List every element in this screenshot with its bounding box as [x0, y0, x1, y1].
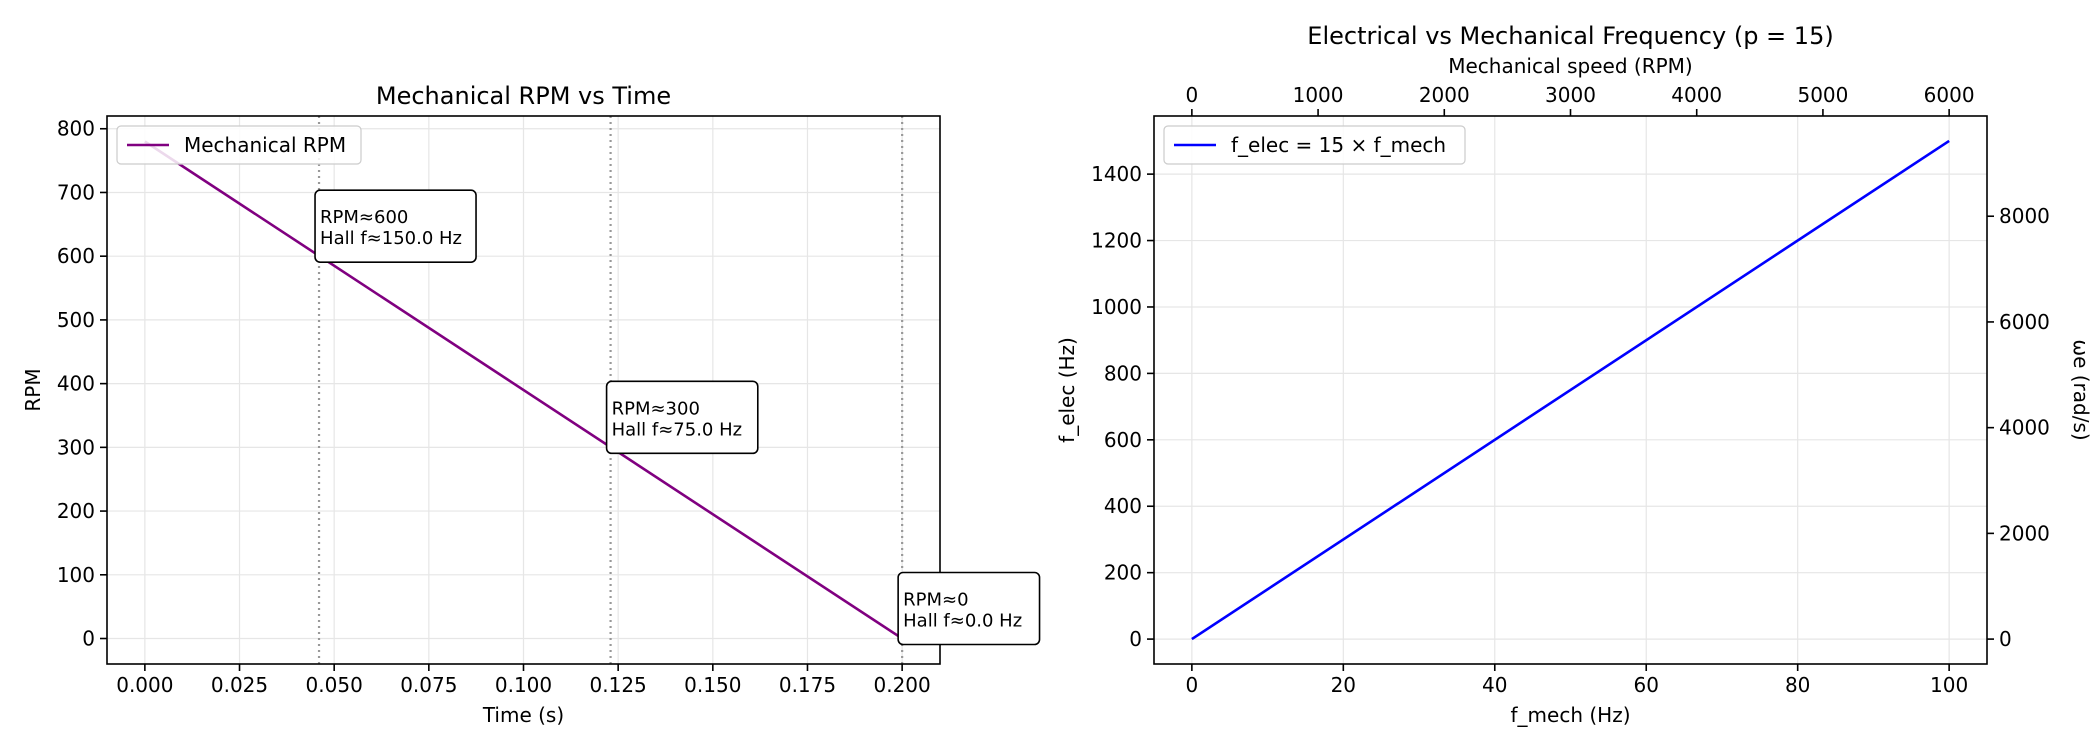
frequency-chart-y-tick-label: 200	[1104, 561, 1142, 585]
frequency-chart-x-tick-label: 40	[1482, 673, 1507, 697]
frequency-chart-top-x-tick-label: 1000	[1293, 83, 1344, 107]
rpm-annotation-text: RPM≈300	[612, 398, 700, 419]
frequency-chart-legend-box	[1163, 125, 1466, 165]
rpm-chart-y-tick-label: 0	[82, 627, 95, 651]
frequency-chart-x-tick-label: 100	[1930, 673, 1968, 697]
rpm-chart-y-tick-label: 600	[57, 244, 95, 268]
frequency-series-line	[1191, 139, 1950, 641]
rpm-chart-y-tick-label: 700	[57, 180, 95, 204]
frequency-chart-y-axis-label: f_elec (Hz)	[1055, 337, 1079, 443]
frequency-chart-top-x-axis-label: Mechanical speed (RPM)	[1448, 54, 1692, 78]
frequency-chart-x-axis-label: f_mech (Hz)	[1511, 703, 1631, 727]
rpm-chart-x-tick-label: 0.025	[211, 673, 268, 697]
rpm-annotation-box	[605, 380, 759, 455]
rpm-chart-legend: Mechanical RPM	[116, 125, 362, 165]
rpm-chart-x-tick-label: 0.125	[590, 673, 647, 697]
rpm-chart-x-tick-label: 0.200	[874, 673, 931, 697]
frequency-chart-right-y-axis-label: ωe (rad/s)	[2069, 339, 2093, 440]
frequency-chart-grid	[1154, 116, 1987, 664]
frequency-chart-top-x-tick-label: 6000	[1924, 83, 1975, 107]
frequency-chart-title: Electrical vs Mechanical Frequency (p = …	[1307, 22, 1833, 50]
frequency-chart-y-ticks: 0 200 400 600 800 1000 1200 1400	[1091, 162, 1154, 651]
rpm-chart-grid	[107, 116, 940, 664]
frequency-chart-panel: 0 20 40 60 80 100 0 200 400 600 800 1000 1200 1400 0…	[1055, 22, 2093, 727]
frequency-chart-top-x-tick-label: 4000	[1671, 83, 1722, 107]
rpm-annotation-box	[314, 189, 477, 263]
rpm-chart-x-tick-label: 0.100	[495, 673, 552, 697]
rpm-chart-x-tick-label: 0.075	[400, 673, 457, 697]
rpm-chart-y-tick-label: 300	[57, 435, 95, 459]
rpm-annotation-text: RPM≈0	[903, 590, 968, 611]
rpm-chart-x-tick-label: 0.175	[779, 673, 836, 697]
frequency-chart-right-y-tick-label: 8000	[1999, 204, 2050, 228]
frequency-chart-x-tick-label: 80	[1785, 673, 1810, 697]
frequency-chart-y-tick-label: 600	[1104, 428, 1142, 452]
rpm-chart-y-tick-label: 400	[57, 372, 95, 396]
frequency-chart-y-tick-label: 1400	[1091, 162, 1142, 186]
frequency-chart-x-ticks: 0 20 40 60 80 100	[1185, 664, 1968, 697]
rpm-chart-title: Mechanical RPM vs Time	[376, 82, 671, 110]
frequency-chart-x-tick-label: 60	[1634, 673, 1659, 697]
frequency-chart-y-tick-label: 800	[1104, 361, 1142, 385]
frequency-chart-right-y-tick-label: 0	[1999, 627, 2012, 651]
rpm-annotation-text: Hall f≈150.0 Hz	[320, 228, 462, 249]
frequency-chart-top-x-tick-label: 5000	[1797, 83, 1848, 107]
rpm-chart-x-ticks: 0.000 0.025 0.050 0.075 0.100 0.125 0.150 0.175…	[116, 664, 931, 697]
rpm-annotation-box	[897, 571, 1041, 646]
rpm-chart-legend-box	[116, 125, 362, 165]
rpm-chart-y-tick-label: 800	[57, 117, 95, 141]
frequency-chart-legend-label: f_elec = 15 × f_mech	[1231, 133, 1446, 157]
frequency-chart-right-y-ticks: 0 2000 4000 6000 8000	[1987, 204, 2050, 651]
rpm-annotation-text: RPM≈600	[320, 207, 408, 228]
frequency-chart-y-tick-label: 0	[1129, 627, 1142, 651]
rpm-chart-x-tick-label: 0.150	[684, 673, 741, 697]
frequency-chart-x-tick-label: 20	[1331, 673, 1356, 697]
rpm-chart-x-axis-label: Time (s)	[482, 703, 564, 727]
frequency-chart-x-tick-label: 0	[1185, 673, 1198, 697]
frequency-chart-legend: f_elec = 15 × f_mech	[1163, 125, 1466, 165]
rpm-chart-x-tick-label: 0.000	[116, 673, 173, 697]
rpm-chart-y-tick-label: 200	[57, 499, 95, 523]
frequency-chart-right-y-tick-label: 4000	[1999, 416, 2050, 440]
rpm-chart-y-axis-label: RPM	[21, 368, 45, 411]
frequency-chart-y-tick-label: 1000	[1091, 295, 1142, 319]
frequency-chart-top-x-tick-label: 0	[1185, 83, 1198, 107]
rpm-chart-y-tick-label: 500	[57, 308, 95, 332]
rpm-chart-panel: 0.000 0.025 0.050 0.075 0.100 0.125 0.150 0.175…	[21, 82, 1041, 727]
rpm-series-line	[144, 140, 903, 640]
frequency-chart-top-x-ticks: 0 1000 2000 3000 4000 5000 6000	[1185, 83, 1975, 116]
frequency-chart-top-x-tick-label: 3000	[1545, 83, 1596, 107]
rpm-chart-x-tick-label: 0.050	[306, 673, 363, 697]
rpm-chart-y-tick-label: 100	[57, 563, 95, 587]
frequency-chart-right-y-tick-label: 2000	[1999, 521, 2050, 545]
frequency-chart-series	[1191, 139, 1950, 641]
rpm-annotation-text: Hall f≈75.0 Hz	[612, 419, 743, 440]
frequency-chart-right-y-tick-label: 6000	[1999, 310, 2050, 334]
rpm-chart-legend-label: Mechanical RPM	[184, 133, 346, 157]
rpm-annotation-text: Hall f≈0.0 Hz	[903, 611, 1022, 632]
rpm-chart-series	[144, 140, 903, 640]
frequency-chart-y-tick-label: 1200	[1091, 229, 1142, 253]
frequency-chart-y-tick-label: 400	[1104, 494, 1142, 518]
rpm-chart-y-ticks: 0 100 200 300 400 500 600 700 800	[57, 117, 107, 651]
frequency-chart-top-x-tick-label: 2000	[1419, 83, 1470, 107]
